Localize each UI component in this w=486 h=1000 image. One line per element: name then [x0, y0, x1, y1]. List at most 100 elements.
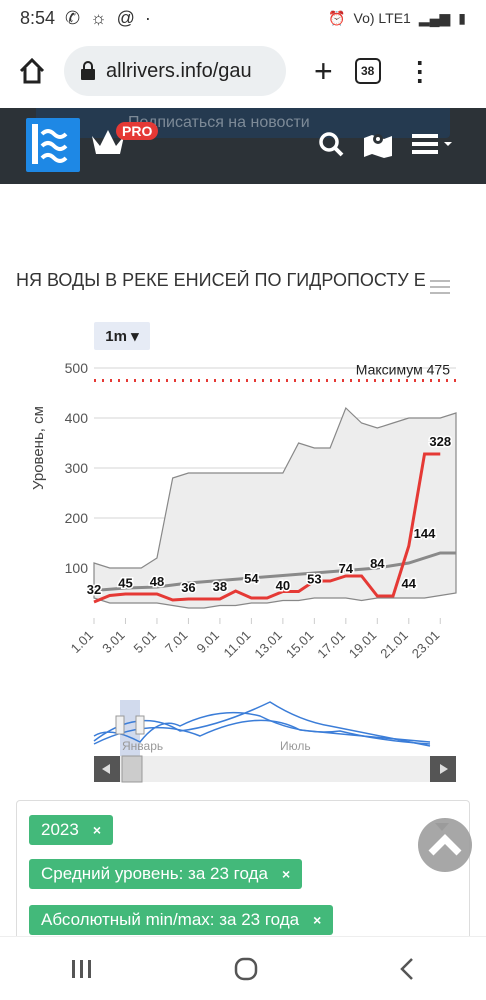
data-labels: 32 45 48 36 38 54 40 53 74 84 44 144 328 — [85, 433, 452, 599]
data-label: 45 — [118, 576, 132, 591]
home-icon — [19, 57, 45, 84]
signal-icon: ▂▄▆ — [418, 9, 451, 26]
scrollbar-thumb[interactable] — [121, 755, 143, 783]
navigator-series-1 — [93, 711, 431, 745]
chart-export-menu-icon[interactable] — [430, 280, 450, 298]
x-tick-label: 7.01 — [162, 628, 191, 657]
url-field[interactable]: allrivers.info/gau — [64, 46, 286, 96]
remove-chip-button[interactable]: × — [92, 822, 102, 838]
data-label: 36 — [181, 580, 195, 595]
legend-chip-label: 2023 — [41, 820, 79, 839]
y-tick-label: 500 — [65, 360, 89, 376]
url-text: allrivers.info/gau — [106, 59, 252, 82]
max-plot-line: Максимум 475 — [94, 362, 456, 382]
site-logo[interactable] — [26, 118, 80, 172]
navigator-label-jan: Январь — [122, 739, 163, 753]
y-tick-label: 100 — [65, 560, 89, 576]
call-icon: ✆ — [65, 7, 81, 28]
data-label: 54 — [244, 571, 259, 586]
pro-badge[interactable]: PRO — [116, 122, 159, 140]
search-icon[interactable] — [318, 131, 344, 157]
navigator-chart[interactable]: Январь Июль — [0, 696, 486, 786]
scrollbar-track[interactable] — [94, 756, 456, 782]
vk-subscribe-text: Подписаться на новости — [128, 114, 310, 131]
data-label: 38 — [213, 579, 227, 594]
data-label: 40 — [276, 578, 290, 593]
y-tick-label: 200 — [65, 510, 89, 526]
data-label: 48 — [150, 574, 164, 589]
y-tick-label: 400 — [65, 410, 89, 426]
browser-menu-button[interactable]: ⋮ — [406, 55, 433, 86]
average-line — [93, 551, 456, 592]
x-tick-label: 3.01 — [99, 628, 128, 657]
back-icon[interactable] — [398, 957, 416, 981]
main-chart[interactable]: 100 200 300 400 500 1.01 3.01 5.01 7.01 9.0111.0… — [0, 350, 486, 690]
minmax-area — [93, 406, 457, 609]
x-tick-label: 15.01 — [283, 628, 317, 662]
navigator-series-2 — [93, 701, 431, 747]
navigator-label-jul: Июль — [280, 739, 311, 753]
series-layer — [93, 406, 457, 609]
data-label: 144 — [414, 526, 436, 541]
legend-chip-minmax[interactable]: Абсолютный min/max: за 23 года × — [29, 905, 334, 935]
data-label: 44 — [402, 576, 417, 591]
series-2023-line — [93, 452, 441, 604]
x-tick-label: 5.01 — [131, 628, 160, 657]
new-tab-button[interactable]: + — [314, 53, 333, 89]
scroll-to-top-button[interactable] — [418, 818, 472, 872]
max-line-label: Максимум 475 — [356, 362, 450, 378]
map-icon[interactable] — [362, 130, 394, 158]
y-tick-label: 300 — [65, 460, 89, 476]
x-tick-label: 13.01 — [251, 628, 285, 662]
battery-icon: ▮ — [458, 9, 466, 26]
home-circle-icon[interactable] — [234, 957, 258, 981]
data-label: 53 — [307, 572, 321, 587]
clock: 8:54 — [20, 7, 56, 28]
waves-logo-icon — [32, 124, 68, 164]
x-tick-label: 19.01 — [346, 628, 380, 662]
navigator-handle-left[interactable] — [115, 715, 125, 735]
navigator-series-3 — [93, 719, 431, 745]
x-tick-label: 11.01 — [221, 628, 254, 661]
arrow-left-icon — [102, 764, 110, 774]
remove-chip-button[interactable]: × — [281, 866, 291, 882]
crown-icon[interactable] — [90, 126, 126, 158]
system-nav-bar — [0, 936, 486, 1000]
site-header: Подписаться на новости PRO — [0, 108, 486, 184]
lock-icon — [81, 61, 95, 80]
legend-chip-label: Абсолютный min/max: за 23 года — [41, 910, 300, 929]
y-axis-ticks: 100 200 300 400 500 — [65, 360, 89, 576]
legend-panel: 2023 × Средний уровень: за 23 года × Абс… — [16, 800, 470, 1000]
home-button[interactable] — [12, 51, 52, 91]
data-label: 84 — [370, 556, 385, 571]
chart-title: НЯ ВОДЫ В РЕКЕ ЕНИСЕЙ ПО ГИДРОПОСТУ Е — [16, 270, 426, 290]
arrow-right-icon — [440, 764, 448, 774]
data-label: 32 — [87, 582, 101, 597]
menu-icon[interactable] — [412, 132, 456, 156]
legend-chip-label: Средний уровень: за 23 года — [41, 864, 268, 883]
vk-subscribe-banner[interactable]: Подписаться на новости — [36, 108, 450, 138]
navigator-mask — [120, 700, 140, 756]
alarm-icon: ⏰ — [328, 9, 346, 26]
remove-chip-button[interactable]: × — [313, 912, 322, 928]
dot-icon: · — [144, 7, 151, 28]
navigator-handle-right[interactable] — [135, 715, 145, 735]
legend-chip-average[interactable]: Средний уровень: за 23 года × — [29, 859, 303, 889]
data-label: 328 — [429, 434, 451, 449]
recent-apps-icon[interactable] — [70, 958, 94, 980]
x-tick-label: 1.01 — [68, 628, 97, 657]
range-selector-button[interactable]: 1m ▾ — [94, 322, 150, 350]
x-tick-label: 9.01 — [194, 628, 223, 657]
network-label: Vo) LTE1 — [353, 10, 411, 26]
chevron-up-icon — [428, 834, 462, 856]
x-tick-label: 23.01 — [409, 628, 443, 662]
browser-toolbar: allrivers.info/gau + 38 ⋮ — [0, 40, 486, 102]
status-bar: 8:54 ✆ ☼ @ · ⏰ Vo) LTE1 ▂▄▆ ▮ — [0, 0, 486, 36]
weather-icon: ☼ — [90, 7, 107, 28]
x-tick-label: 17.01 — [314, 628, 348, 662]
tabs-button[interactable]: 38 — [354, 58, 381, 84]
at-icon: @ — [116, 7, 135, 28]
x-axis-ticks: 1.01 3.01 5.01 7.01 9.0111.0113.0115.0117.01… — [68, 618, 443, 662]
legend-chip-2023[interactable]: 2023 × — [29, 815, 114, 845]
x-tick-label: 21.01 — [377, 628, 411, 662]
